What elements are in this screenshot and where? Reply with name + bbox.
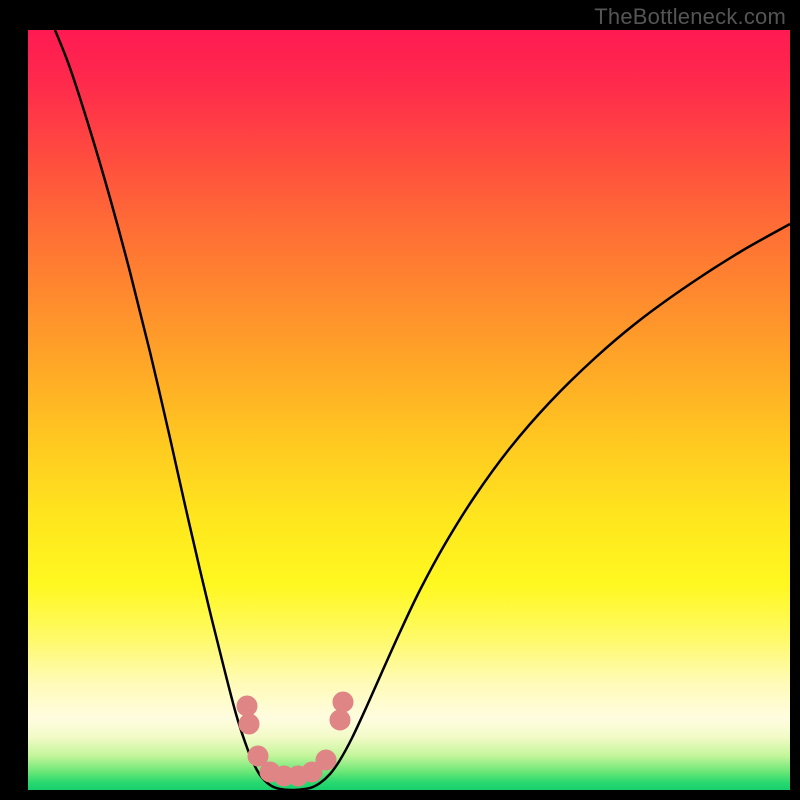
gradient-background bbox=[28, 30, 790, 790]
bottleneck-chart bbox=[0, 0, 800, 800]
data-marker bbox=[330, 710, 350, 730]
chart-frame: TheBottleneck.com bbox=[0, 0, 800, 800]
data-marker bbox=[333, 692, 353, 712]
data-marker bbox=[239, 714, 259, 734]
data-marker bbox=[316, 750, 336, 770]
watermark-text: TheBottleneck.com bbox=[594, 4, 786, 30]
data-marker bbox=[237, 696, 257, 716]
